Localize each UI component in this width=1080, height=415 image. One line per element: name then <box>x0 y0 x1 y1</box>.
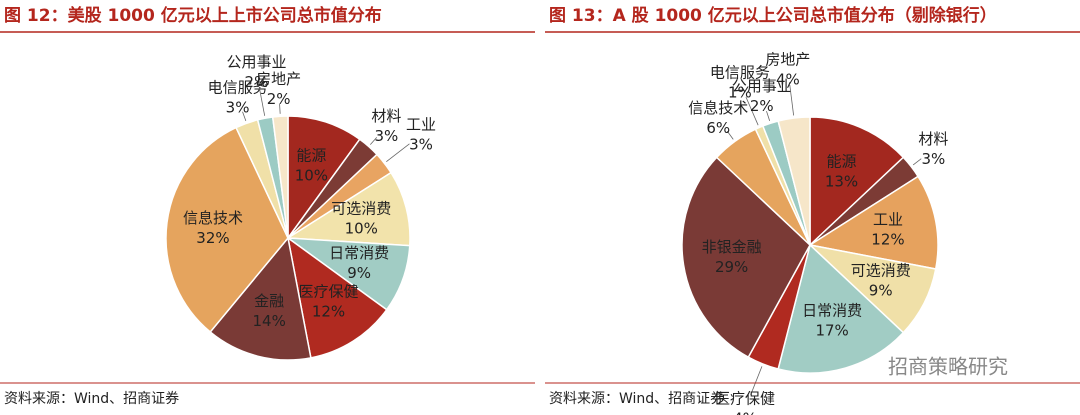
leader-line <box>726 130 734 140</box>
slice-label: 信息技术 <box>688 99 748 117</box>
pie-slice <box>285 171 411 247</box>
slice-label: 电信服务 <box>208 78 268 96</box>
leader-line <box>386 143 410 163</box>
slice-value: 12% <box>312 302 345 320</box>
slice-label: 可选消费 <box>331 200 391 218</box>
slice-value: 4% <box>776 70 800 88</box>
slice-value: 2% <box>750 97 774 115</box>
slice-label: 信息技术 <box>183 209 243 227</box>
slice-value: 2% <box>267 90 291 108</box>
slice-value: 9% <box>347 264 371 282</box>
slice-value: 3% <box>921 150 945 168</box>
pie-slice <box>287 115 361 241</box>
leader-line <box>258 86 266 116</box>
slice-value: 12% <box>871 231 904 249</box>
leader-line <box>766 110 771 121</box>
slice-value: 10% <box>345 220 378 238</box>
slice-label: 工业 <box>873 211 903 229</box>
pie-slice <box>807 175 939 270</box>
watermark: 招商策略研究 <box>888 355 1008 379</box>
slice-label: 日常消费 <box>329 244 389 262</box>
slice-value: 10% <box>295 167 328 185</box>
slice-value: 6% <box>706 119 730 137</box>
pie-slice <box>286 236 388 359</box>
slice-label: 材料 <box>918 130 948 148</box>
slice-label: 房地产 <box>765 50 810 68</box>
slice-value: 2% <box>245 73 269 91</box>
chart-title: 图 13：A 股 1000 亿元以上公司总市值分布（剔除银行） <box>549 5 997 26</box>
slice-label: 金融 <box>254 292 284 310</box>
pie-slice <box>271 115 289 239</box>
slice-value: 4% <box>733 410 757 415</box>
source: 资料来源：Wind、招商证券 <box>549 391 724 407</box>
leader-line <box>745 96 759 126</box>
pie-slice <box>165 126 289 334</box>
slice-label: 能源 <box>296 147 326 165</box>
slice-label: 房地产 <box>256 70 301 88</box>
pie-slice <box>809 116 905 247</box>
slice-label: 公用事业 <box>732 77 792 95</box>
leader-line <box>242 111 247 122</box>
leader-line <box>369 137 378 145</box>
slice-label: 日常消费 <box>802 302 862 320</box>
slice-value: 9% <box>869 282 893 300</box>
slice-label: 材料 <box>371 107 401 125</box>
slice-value: 3% <box>226 98 250 116</box>
pie-slice <box>681 156 811 359</box>
leader-line <box>912 158 922 166</box>
slice-label: 非银金融 <box>702 238 762 256</box>
slice-label: 电信服务 <box>710 63 770 81</box>
slice-label: 医疗保健 <box>299 282 359 300</box>
pie-slice <box>209 236 312 361</box>
slice-label: 医疗保健 <box>715 390 775 408</box>
chart-title: 图 12：美股 1000 亿元以上上市公司总市值分布 <box>4 5 382 26</box>
slice-value: 13% <box>825 173 858 191</box>
slice-label: 能源 <box>827 153 857 171</box>
slice-label: 工业 <box>406 115 436 133</box>
pie-slice <box>777 116 811 246</box>
slice-label: 公用事业 <box>226 53 286 71</box>
slice-value: 3% <box>375 127 399 145</box>
slice-value: 14% <box>253 312 286 330</box>
slice-value: 29% <box>715 258 748 276</box>
slice-value: 17% <box>815 322 848 340</box>
slice-value: 1% <box>728 83 752 101</box>
slice-value: 3% <box>409 135 433 153</box>
leader-line <box>750 366 763 396</box>
leader-line <box>279 104 281 114</box>
slice-label: 可选消费 <box>851 262 911 280</box>
source: 资料来源：Wind、招商证券 <box>4 391 179 407</box>
leader-line <box>789 84 795 116</box>
slice-value: 32% <box>196 229 229 247</box>
pie-slice <box>777 243 905 374</box>
